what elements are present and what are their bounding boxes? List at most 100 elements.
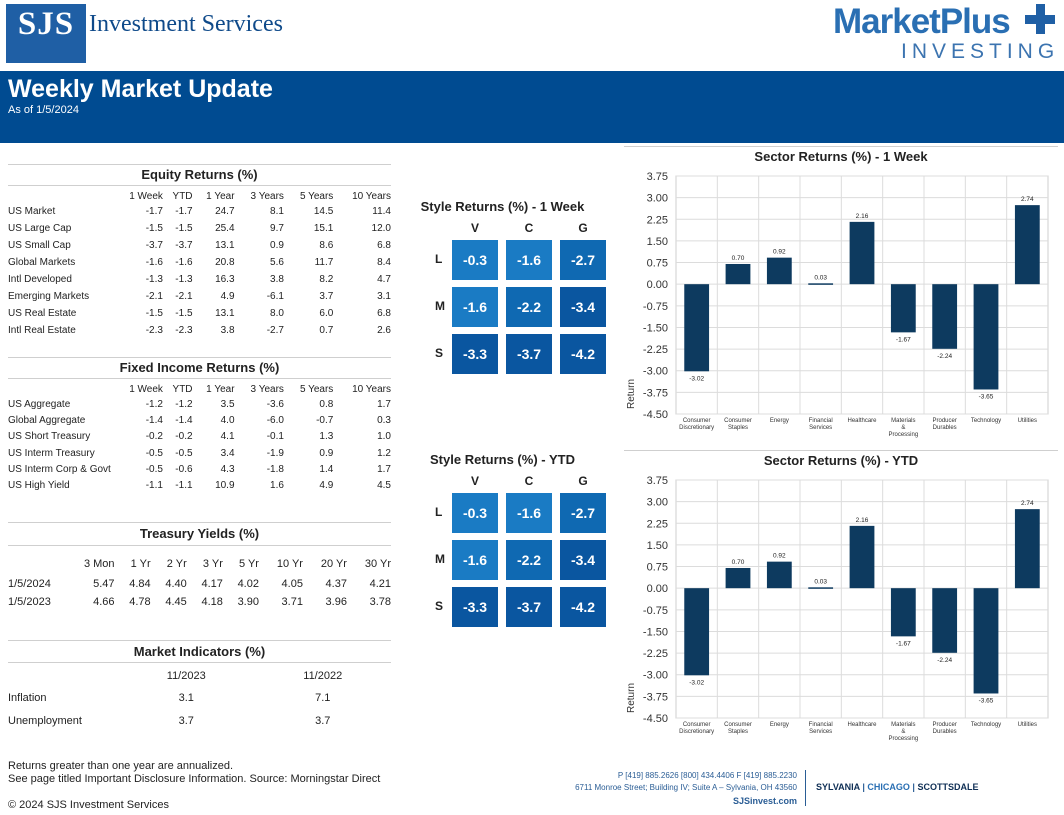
table-cell: 7.1 bbox=[315, 691, 331, 704]
table-cell: 11.4 bbox=[372, 206, 391, 217]
row-label: US Interm Treasury bbox=[8, 447, 95, 459]
x-tick-label: Consumer bbox=[683, 418, 711, 424]
sector-chart-week: 3.75 3.00 2.25 1.50 0.75 0.00 -0.75 -1.50 -2.25 -… bbox=[626, 171, 1049, 438]
column-header: 5 Years bbox=[299, 383, 334, 395]
x-tick-label: & bbox=[901, 729, 905, 735]
bar bbox=[808, 283, 834, 285]
x-tick-label: Staples bbox=[728, 729, 748, 735]
table-cell: 13.1 bbox=[215, 308, 235, 319]
style-box-cell: -0.3 bbox=[452, 240, 498, 280]
data-label: 2.74 bbox=[1021, 500, 1034, 507]
table-cell: 25.4 bbox=[215, 223, 235, 234]
table-cell: 4.37 bbox=[325, 578, 347, 590]
column-header: 2 Yr bbox=[166, 558, 187, 570]
y-tick-label: 3.00 bbox=[647, 497, 668, 509]
bar bbox=[725, 567, 751, 589]
style-box-cell: -3.7 bbox=[506, 334, 552, 374]
row-label: US Short Treasury bbox=[8, 431, 91, 443]
y-tick-label: -2.25 bbox=[643, 648, 668, 660]
chart-ytd-title: Sector Returns (%) - YTD bbox=[763, 453, 919, 468]
y-tick-label: 3.75 bbox=[647, 171, 668, 183]
data-label: 0.92 bbox=[773, 249, 786, 256]
table-cell: 3.1 bbox=[377, 291, 391, 302]
marketplus-logo: MarketPlus bbox=[833, 2, 1011, 41]
style-row-label: L bbox=[435, 252, 443, 266]
table-cell: 4.17 bbox=[201, 578, 223, 590]
table-cell: 3.7 bbox=[319, 291, 334, 302]
table-cell: -2.3 bbox=[145, 325, 163, 336]
column-header: 5 Yr bbox=[239, 558, 259, 570]
column-header: 5 Years bbox=[299, 190, 334, 202]
table-cell: -6.1 bbox=[266, 291, 284, 302]
data-label: -3.65 bbox=[979, 697, 994, 704]
table-cell: -0.5 bbox=[145, 463, 163, 475]
data-label: -3.02 bbox=[689, 375, 704, 382]
data-label: -2.24 bbox=[937, 657, 952, 664]
y-tick-label: -4.50 bbox=[643, 409, 668, 421]
y-tick-label: -2.25 bbox=[643, 344, 668, 356]
data-label: 2.74 bbox=[1021, 196, 1034, 203]
row-label: Unemployment bbox=[8, 714, 82, 727]
x-tick-label: Utilities bbox=[1018, 722, 1037, 728]
x-tick-label: Financial bbox=[809, 722, 833, 728]
style-box-cell: -3.4 bbox=[560, 540, 606, 580]
table-row: 1/5/2023 4.66 4.78 4.45 4.18 3.90 3.71 3.96 3.78 bbox=[8, 593, 391, 611]
sjs-logo-text: SJS bbox=[17, 6, 75, 42]
table-cell: -1.6 bbox=[145, 257, 163, 268]
column-header: YTD bbox=[172, 383, 193, 395]
table-cell: 4.9 bbox=[220, 291, 235, 302]
y-tick-label: -3.00 bbox=[643, 366, 668, 378]
x-tick-label: Discretionary bbox=[679, 425, 714, 431]
table-cell: -6.0 bbox=[266, 414, 284, 426]
column-header: 20 Yr bbox=[320, 558, 347, 570]
footnote-annualized: Returns greater than one year are annual… bbox=[8, 760, 234, 772]
y-tick-label: 3.75 bbox=[647, 475, 668, 487]
table-cell: -2.1 bbox=[175, 291, 193, 302]
table-cell: -0.6 bbox=[175, 463, 193, 475]
y-tick-label: -0.75 bbox=[643, 301, 668, 313]
company-name: Investment Services bbox=[89, 11, 283, 37]
table-cell: 8.6 bbox=[319, 240, 334, 251]
table-cell: 4.84 bbox=[129, 578, 151, 590]
table-cell: -1.6 bbox=[175, 257, 193, 268]
footnote-disclosure: See page titled Important Disclosure Inf… bbox=[8, 773, 381, 785]
table-row: Global Markets -1.6 -1.6 20.8 5.6 11.7 8.4 bbox=[8, 254, 391, 271]
treasury-title: Treasury Yields (%) bbox=[139, 526, 260, 541]
table-cell: 0.8 bbox=[319, 398, 334, 410]
table-cell: -1.1 bbox=[175, 480, 193, 492]
bar bbox=[684, 284, 710, 372]
table-cell: 1.0 bbox=[377, 431, 391, 443]
table-cell: 20.8 bbox=[215, 257, 235, 268]
website-link[interactable]: SJSinvest.com bbox=[732, 796, 797, 806]
plus-icon bbox=[1025, 4, 1055, 34]
style-row-label: S bbox=[435, 599, 444, 613]
style-column-header: C bbox=[524, 221, 534, 235]
row-label: Global Aggregate bbox=[8, 414, 86, 426]
bar bbox=[684, 588, 710, 676]
table-row: Intl Developed -1.3 -1.3 16.3 3.8 8.2 4.7 bbox=[8, 271, 391, 288]
y-tick-label: -1.50 bbox=[643, 626, 668, 638]
column-header: 3 Mon bbox=[83, 558, 115, 570]
y-axis-label: Return bbox=[626, 683, 637, 713]
table-cell: 8.2 bbox=[319, 274, 334, 285]
table-cell: -1.3 bbox=[145, 274, 163, 285]
table-cell: -1.8 bbox=[266, 463, 284, 475]
table-cell: 4.9 bbox=[319, 480, 334, 492]
row-label: US Aggregate bbox=[8, 398, 71, 410]
bar bbox=[932, 284, 958, 349]
row-label: 1/5/2024 bbox=[8, 578, 51, 590]
table-cell: -2.7 bbox=[266, 325, 284, 336]
x-tick-label: Consumer bbox=[683, 722, 711, 728]
table-row: US Short Treasury -0.2 -0.2 4.1 -0.1 1.3 1.0 bbox=[8, 429, 391, 445]
contact-address: 6711 Monroe Street; Building IV; Suite A… bbox=[575, 783, 797, 792]
table-cell: 0.3 bbox=[377, 414, 391, 426]
table-cell: 6.8 bbox=[377, 240, 391, 251]
table-cell: 4.78 bbox=[129, 596, 151, 608]
style-box-cell: -2.7 bbox=[560, 240, 606, 280]
equity-title: Equity Returns (%) bbox=[141, 167, 258, 182]
table-cell: 4.02 bbox=[237, 578, 259, 590]
x-tick-label: Energy bbox=[770, 418, 789, 424]
table-cell: 4.05 bbox=[281, 578, 303, 590]
table-cell: -1.4 bbox=[145, 414, 163, 426]
table-cell: 4.3 bbox=[220, 463, 235, 475]
